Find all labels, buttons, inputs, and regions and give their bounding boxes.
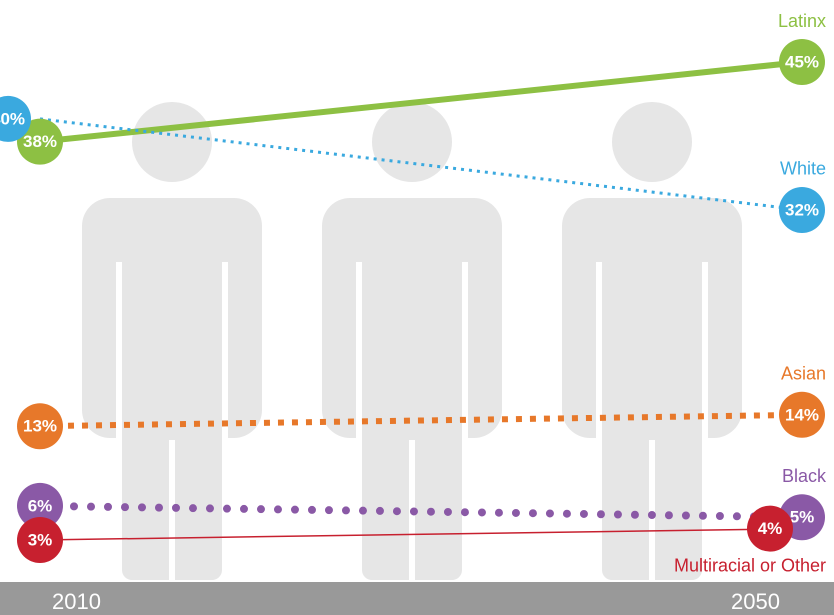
torso: [562, 198, 742, 438]
series-line: [39, 527, 803, 541]
value-label: 3%: [28, 530, 53, 549]
value-marker: [17, 118, 63, 165]
value-label: 5%: [790, 508, 815, 527]
head: [612, 102, 692, 182]
head: [132, 102, 212, 182]
value-label: 6%: [28, 496, 53, 515]
value-label: 4%: [758, 519, 783, 538]
arm-gap: [596, 262, 602, 440]
series-name: Multiracial or Other: [674, 555, 826, 575]
leg-gap: [649, 440, 655, 580]
series-name: Latinx: [778, 11, 826, 31]
series-line: [39, 411, 803, 430]
value-label: 32%: [785, 200, 819, 219]
value-label: 45%: [785, 52, 819, 71]
arm-gap: [356, 262, 362, 440]
value-marker: [779, 186, 825, 233]
person-silhouettes: [82, 102, 742, 580]
arm-gap: [222, 262, 228, 440]
series-name: White: [780, 159, 826, 179]
value-marker: [17, 403, 63, 450]
value-marker: [17, 482, 63, 529]
x-axis-label: 2050: [731, 589, 780, 614]
torso: [82, 198, 262, 438]
value-label: 13%: [23, 417, 57, 436]
value-marker: [17, 517, 63, 563]
value-marker: [779, 39, 825, 85]
value-label: 14%: [785, 405, 819, 424]
series-name: Black: [782, 466, 827, 486]
value-marker: [0, 95, 31, 142]
arm-gap: [462, 262, 468, 440]
head: [372, 102, 452, 182]
series-name: Asian: [781, 364, 826, 384]
axis-bar: [0, 582, 834, 615]
series-line: [39, 59, 803, 145]
leg-gap: [169, 440, 175, 580]
arm-gap: [702, 262, 708, 440]
value-label: 40%: [0, 109, 25, 128]
value-marker: [747, 505, 793, 552]
value-label: 38%: [23, 132, 57, 151]
value-marker: [779, 391, 825, 438]
x-axis-label: 2010: [52, 589, 101, 614]
torso: [322, 198, 502, 438]
arm-gap: [116, 262, 122, 440]
